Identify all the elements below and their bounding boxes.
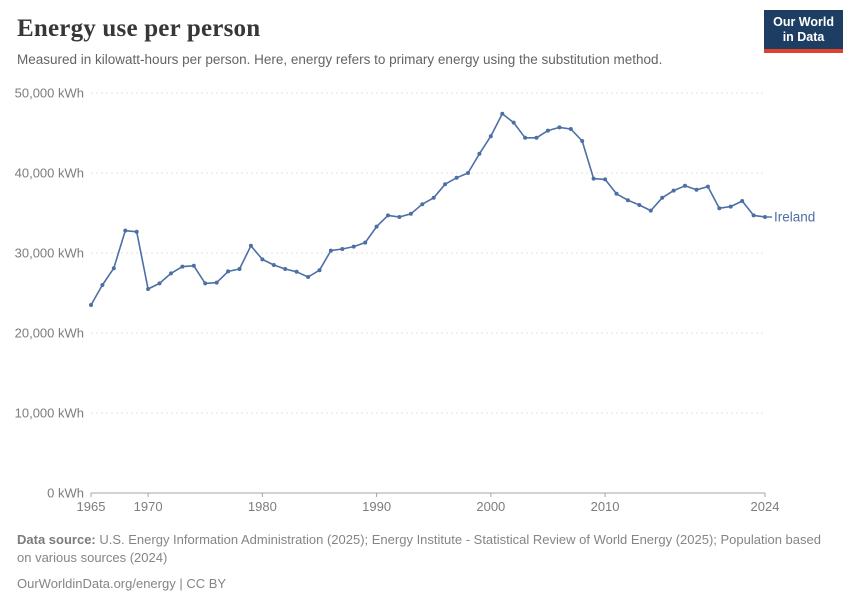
data-point[interactable] (397, 215, 402, 219)
data-point[interactable] (203, 281, 208, 286)
data-point[interactable] (363, 240, 368, 245)
data-point[interactable] (591, 176, 596, 181)
data-point[interactable] (374, 224, 379, 229)
data-point[interactable] (420, 202, 425, 207)
x-tick-label: 2024 (751, 499, 780, 514)
data-point[interactable] (306, 275, 311, 279)
data-point[interactable] (751, 213, 756, 218)
data-point[interactable] (111, 266, 116, 271)
data-point[interactable] (671, 188, 676, 193)
data-point[interactable] (603, 177, 608, 182)
entity-label[interactable]: Ireland (774, 210, 815, 225)
data-point[interactable] (408, 211, 413, 216)
owid-logo-line2: in Data (782, 30, 825, 44)
data-point[interactable] (100, 283, 105, 287)
data-point[interactable] (740, 199, 745, 203)
data-point[interactable] (328, 248, 333, 253)
data-point[interactable] (214, 280, 219, 285)
series-ireland[interactable]: Ireland (89, 111, 815, 307)
data-point[interactable] (386, 213, 390, 218)
owid-logo[interactable]: Our World in Data (764, 10, 843, 53)
data-point[interactable] (260, 257, 265, 262)
owid-link[interactable]: OurWorldinData.org/energy | CC BY (17, 575, 227, 591)
y-tick-label: 10,000 kWh (15, 406, 84, 421)
data-point[interactable] (694, 187, 699, 192)
y-tick-label: 0 kWh (47, 486, 84, 501)
chart-footer: Data source: U.S. Energy Information Adm… (17, 531, 829, 593)
data-point[interactable] (717, 206, 722, 211)
data-point[interactable] (146, 287, 151, 291)
data-point[interactable] (89, 303, 93, 307)
data-point[interactable] (180, 264, 185, 269)
data-point[interactable] (317, 268, 322, 273)
data-point[interactable] (123, 228, 128, 233)
data-point[interactable] (614, 191, 619, 196)
data-point[interactable] (763, 215, 767, 219)
data-point[interactable] (134, 229, 139, 234)
page-subtitle: Measured in kilowatt-hours per person. H… (17, 52, 663, 67)
data-point[interactable] (431, 195, 436, 200)
data-point[interactable] (637, 203, 642, 207)
data-point[interactable] (500, 111, 505, 116)
data-point[interactable] (191, 263, 196, 268)
page-title: Energy use per person (17, 15, 261, 42)
data-point[interactable] (580, 139, 585, 143)
data-point[interactable] (283, 267, 288, 271)
x-tick-label: 1965 (77, 499, 106, 514)
data-point[interactable] (340, 247, 345, 251)
x-tick-label: 1970 (134, 499, 163, 514)
data-point[interactable] (625, 198, 630, 203)
data-point[interactable] (488, 134, 493, 139)
data-point[interactable] (466, 171, 470, 175)
data-point[interactable] (226, 269, 231, 274)
data-point[interactable] (271, 263, 276, 267)
data-point[interactable] (169, 271, 173, 276)
data-point[interactable] (660, 195, 665, 200)
data-source-label: Data source: (17, 532, 96, 547)
data-point[interactable] (477, 151, 482, 156)
data-point[interactable] (683, 183, 687, 188)
data-point[interactable] (523, 135, 528, 140)
chart-header: Energy use per person Measured in kilowa… (17, 14, 757, 69)
data-point[interactable] (568, 127, 573, 131)
x-tick-label: 1990 (362, 499, 391, 514)
x-tick-label: 2000 (476, 499, 505, 514)
series-line[interactable] (90, 113, 766, 306)
data-point[interactable] (351, 244, 356, 249)
data-point[interactable] (248, 243, 253, 248)
y-tick-label: 20,000 kWh (15, 326, 84, 341)
data-point[interactable] (557, 125, 562, 130)
x-tick-label: 2010 (591, 499, 620, 514)
data-point[interactable] (237, 267, 242, 271)
data-point[interactable] (454, 175, 459, 180)
data-point[interactable] (511, 120, 516, 125)
data-point[interactable] (545, 128, 550, 133)
y-tick-label: 30,000 kWh (15, 246, 84, 261)
data-point[interactable] (728, 204, 733, 209)
data-point[interactable] (648, 208, 653, 213)
data-point[interactable] (294, 269, 299, 274)
data-point[interactable] (443, 182, 448, 187)
y-tick-label: 50,000 kWh (15, 86, 84, 101)
x-tick-label: 1980 (248, 499, 277, 514)
owid-logo-line1: Our World (773, 15, 834, 29)
data-point[interactable] (705, 184, 710, 189)
data-point[interactable] (157, 281, 162, 286)
data-source-text: Data source: U.S. Energy Information Adm… (17, 532, 821, 565)
data-point[interactable] (534, 135, 539, 140)
y-tick-label: 40,000 kWh (15, 166, 84, 181)
